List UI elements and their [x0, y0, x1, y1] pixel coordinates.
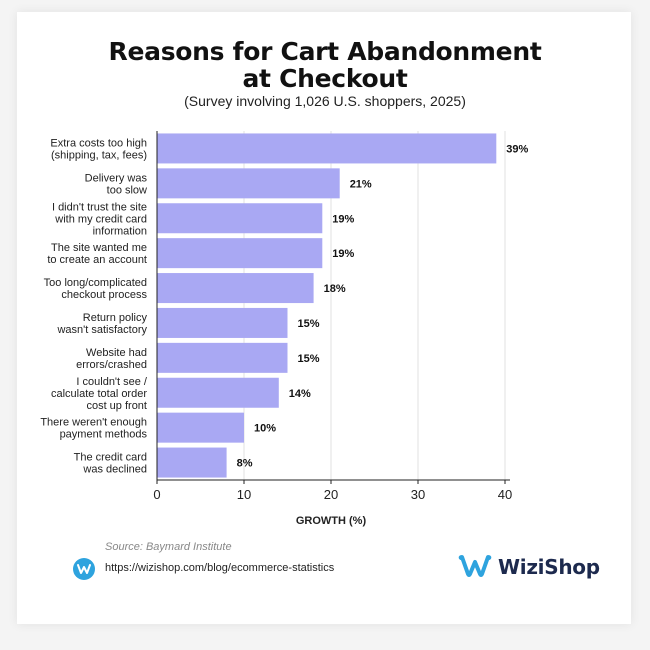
category-label-2: I didn't trust the site with my credit ca…: [52, 201, 147, 237]
category-label-9: The credit card was declined: [74, 452, 147, 476]
wizishop-small-logo-icon: [73, 558, 95, 580]
category-label-5: Return policy wasn't satisfactory: [56, 312, 147, 336]
x-tick-label-0: 0: [153, 487, 160, 502]
value-label-4: 18%: [324, 283, 346, 295]
category-label-7: I couldn't see / calculate total order cos…: [51, 376, 148, 412]
bar-2: [157, 203, 323, 234]
value-label-6: 15%: [298, 353, 320, 365]
bar-1: [157, 168, 340, 199]
value-label-9: 8%: [237, 458, 253, 470]
x-tick-label-3: 30: [411, 487, 425, 502]
category-label-4: Too long/complicated checkout process: [44, 277, 148, 301]
category-label-8: There weren't enough payment methods: [40, 417, 147, 441]
value-label-8: 10%: [254, 423, 276, 435]
bar-4: [157, 273, 314, 304]
chart-subtitle: (Survey involving 1,026 U.S. shoppers, 2…: [184, 93, 466, 109]
category-label-1: Delivery was too slow: [85, 172, 148, 196]
category-label-3: The site wanted me to create an account: [47, 242, 147, 266]
value-label-2: 19%: [332, 213, 354, 225]
chart-card: [17, 12, 631, 624]
value-label-1: 21%: [350, 178, 372, 190]
bar-5: [157, 307, 288, 338]
wizishop-logo-icon: [458, 555, 492, 577]
chart-title-line2: at Checkout: [242, 64, 408, 93]
bar-9: [157, 447, 227, 478]
value-label-7: 14%: [289, 388, 311, 400]
chart-title-line1: Reasons for Cart Abandonment: [108, 37, 542, 66]
bar-3: [157, 238, 323, 269]
brand-name: WiziShop: [498, 555, 600, 579]
value-label-5: 15%: [298, 318, 320, 330]
category-label-0: Extra costs too high (shipping, tax, fees…: [50, 137, 147, 161]
x-tick-label-1: 10: [237, 487, 251, 502]
source-url[interactable]: https://wizishop.com/blog/ecommerce-stat…: [105, 562, 335, 574]
source-note: Source: Baymard Institute: [105, 541, 232, 553]
bar-6: [157, 342, 288, 373]
x-tick-label-2: 20: [324, 487, 338, 502]
bar-0: [157, 133, 497, 164]
category-label-6: Website had errors/crashed: [76, 347, 147, 371]
value-label-3: 19%: [332, 248, 354, 260]
x-tick-label-4: 40: [498, 487, 512, 502]
bar-8: [157, 412, 244, 443]
bar-7: [157, 377, 279, 408]
x-axis-label: GROWTH (%): [296, 515, 367, 527]
wizishop-brand: WiziShop: [458, 554, 600, 580]
value-label-0: 39%: [506, 143, 528, 155]
